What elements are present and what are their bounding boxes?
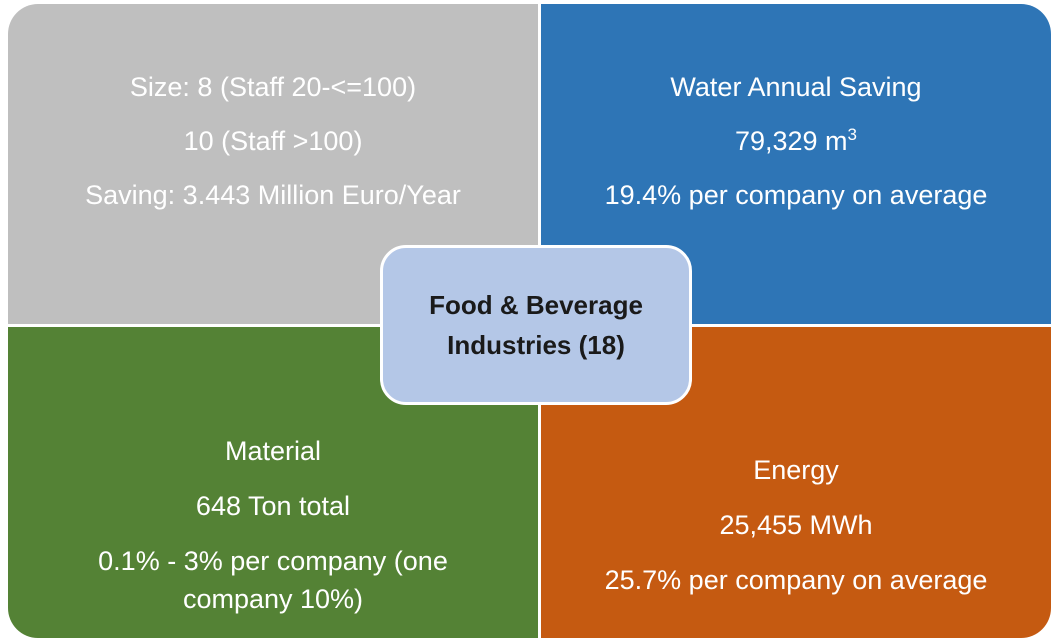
line: 0.1% - 3% per company (one company 10%) bbox=[98, 546, 448, 614]
line: Material bbox=[224, 436, 322, 466]
text-block: Water Annual Saving 79,329 m3 19.4% per … bbox=[541, 60, 1051, 222]
line: 648 Ton total bbox=[195, 491, 351, 521]
line: 19.4% per company on average bbox=[604, 180, 988, 210]
superscript: 3 bbox=[847, 125, 858, 144]
text-block: Size: 8 (Staff 20-<=100) 10 (Staff >100)… bbox=[8, 60, 538, 222]
text-block: Material 648 Ton total 0.1% - 3% per com… bbox=[8, 424, 538, 618]
line: Industries (18) bbox=[447, 330, 625, 360]
line: Energy bbox=[753, 455, 839, 485]
line: 79,329 m3 bbox=[541, 114, 1051, 168]
quadrant-top-left: Size: 8 (Staff 20-<=100) 10 (Staff >100)… bbox=[8, 4, 538, 324]
line: 25.7% per company on average bbox=[604, 565, 988, 595]
line: Size: 8 (Staff 20-<=100) bbox=[129, 72, 417, 102]
line: Food & Beverage bbox=[429, 290, 643, 320]
line: Water Annual Saving bbox=[670, 72, 922, 102]
line: 25,455 MWh bbox=[719, 510, 873, 540]
line: Saving: 3.443 Million Euro/Year bbox=[85, 180, 461, 210]
amount: 79,329 m bbox=[734, 126, 848, 156]
line: 10 (Staff >100) bbox=[183, 126, 363, 156]
center-box: Food & Beverage Industries (18) bbox=[380, 245, 692, 405]
text-block: Energy 25,455 MWh 25.7% per company on a… bbox=[541, 443, 1051, 608]
